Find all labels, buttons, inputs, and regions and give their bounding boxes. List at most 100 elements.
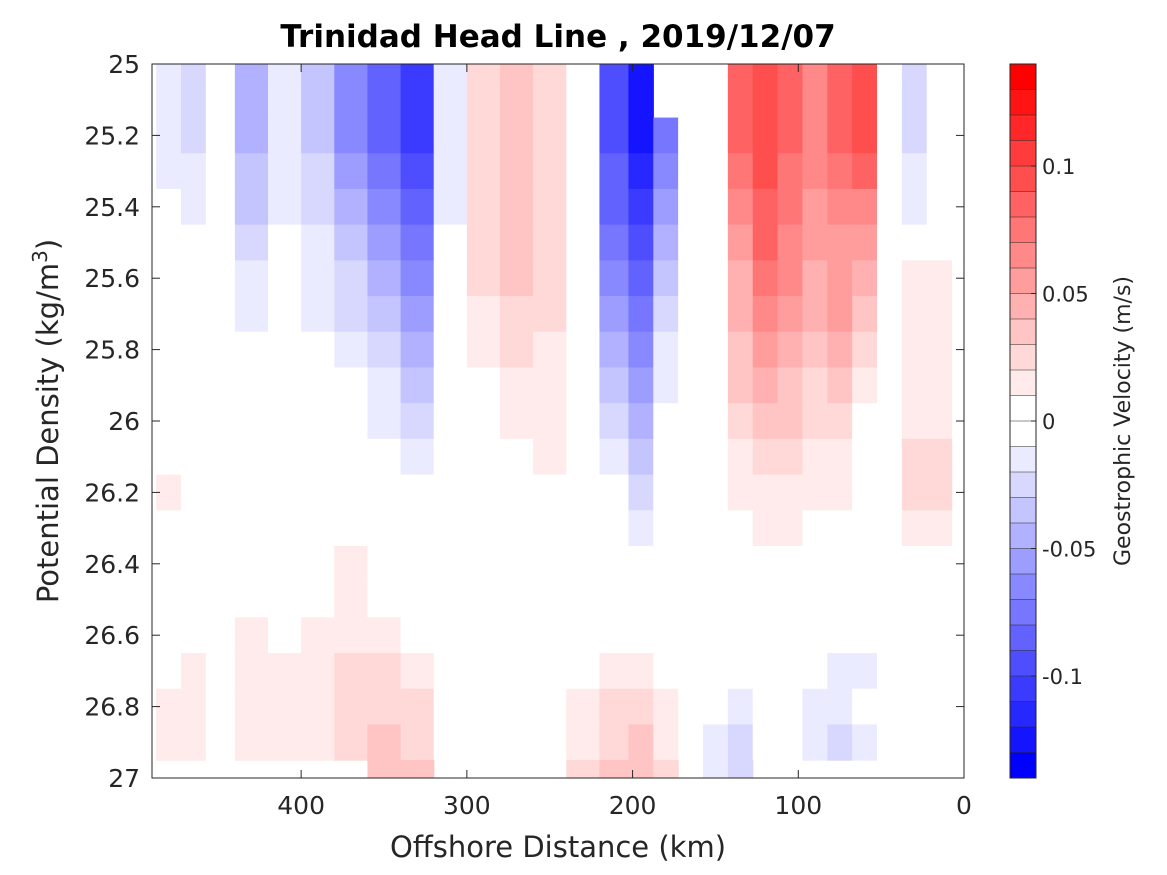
data-cell xyxy=(802,260,828,297)
data-cell xyxy=(466,260,501,297)
data-cell xyxy=(367,117,402,154)
data-cell xyxy=(334,260,369,297)
data-cell xyxy=(466,688,501,726)
data-cell xyxy=(852,403,878,440)
data-cell xyxy=(181,688,207,726)
data-cell xyxy=(533,64,567,83)
data-cell xyxy=(500,64,534,83)
x-axis: 400 300 200 100 0 xyxy=(277,64,972,820)
data-cell xyxy=(777,260,804,297)
data-cell xyxy=(301,296,335,333)
data-cell xyxy=(334,653,369,690)
data-cell xyxy=(852,224,878,261)
data-cell xyxy=(727,474,754,511)
data-cell xyxy=(334,331,369,369)
data-cell xyxy=(926,331,953,369)
data-cell xyxy=(877,188,903,226)
colorbar-segment xyxy=(1010,395,1036,422)
data-cell xyxy=(234,438,269,476)
data-cell xyxy=(181,474,207,511)
data-cell xyxy=(367,188,402,226)
data-cell xyxy=(727,296,754,333)
data-cell xyxy=(301,510,335,547)
data-cell xyxy=(301,653,335,690)
data-cell xyxy=(181,617,207,654)
data-cell xyxy=(777,367,804,404)
data-cell xyxy=(181,188,207,226)
data-cell xyxy=(181,510,207,547)
data-cell xyxy=(727,724,754,761)
data-cell xyxy=(268,724,302,761)
data-cell xyxy=(802,617,828,654)
data-cell xyxy=(901,581,928,618)
data-cell xyxy=(901,724,928,761)
data-cell xyxy=(653,724,679,761)
colorbar-segment xyxy=(1010,446,1036,473)
data-cell xyxy=(752,724,779,761)
data-cell xyxy=(466,581,501,618)
data-cell xyxy=(877,510,903,547)
data-cell xyxy=(367,653,402,690)
data-cell xyxy=(628,153,654,190)
colorbar-segment xyxy=(1010,166,1036,192)
data-cell xyxy=(533,617,567,654)
data-cell xyxy=(156,117,182,154)
data-cell xyxy=(205,188,236,226)
data-cell xyxy=(156,403,182,440)
data-cell xyxy=(234,296,269,333)
data-cell xyxy=(400,724,435,761)
data-cell xyxy=(901,260,928,297)
data-cell xyxy=(777,81,804,119)
data-cell xyxy=(566,81,601,119)
colorbar-segment xyxy=(1010,625,1036,651)
data-cell xyxy=(802,117,828,154)
data-cell xyxy=(500,581,534,618)
data-cell xyxy=(599,438,630,476)
data-cell xyxy=(466,724,501,761)
data-cell xyxy=(599,760,630,778)
data-cell xyxy=(433,474,468,511)
data-cell xyxy=(827,81,853,119)
data-cell xyxy=(234,331,269,369)
y-axis: 25 25.2 25.4 25.6 25.8 26 26.2 26.4 26.6 26.8 27 xyxy=(84,50,964,793)
data-cell xyxy=(500,510,534,547)
data-cell xyxy=(599,724,630,761)
data-cell xyxy=(566,617,601,654)
data-cell xyxy=(181,367,207,404)
data-cell xyxy=(926,117,953,154)
data-cell xyxy=(533,724,567,761)
data-cell xyxy=(827,64,853,83)
data-cell xyxy=(301,188,335,226)
data-cell xyxy=(653,545,679,583)
data-cell xyxy=(181,724,207,761)
data-cell xyxy=(433,153,468,190)
colorbar xyxy=(1010,63,1036,779)
data-cell xyxy=(628,688,654,726)
data-cell xyxy=(268,296,302,333)
data-cell xyxy=(653,474,679,511)
data-cell xyxy=(181,224,207,261)
data-cell xyxy=(703,474,729,511)
data-cell xyxy=(926,188,953,226)
data-cell xyxy=(400,510,435,547)
data-cell xyxy=(433,64,468,83)
data-cell xyxy=(500,545,534,583)
data-cell xyxy=(752,545,779,583)
data-cell xyxy=(877,260,903,297)
data-cell xyxy=(678,153,704,190)
data-cell xyxy=(599,367,630,404)
data-cell xyxy=(703,64,729,83)
data-cell xyxy=(205,581,236,618)
data-cell xyxy=(877,296,903,333)
data-cell xyxy=(727,688,754,726)
data-cell xyxy=(901,81,928,119)
data-cell xyxy=(566,224,601,261)
colorbar-segment xyxy=(1010,64,1036,90)
colorbar-segment xyxy=(1010,217,1036,243)
data-cell xyxy=(752,688,779,726)
data-cell xyxy=(466,474,501,511)
data-cell xyxy=(653,438,679,476)
data-cell xyxy=(533,224,567,261)
data-cell xyxy=(234,117,269,154)
data-cell xyxy=(827,474,853,511)
